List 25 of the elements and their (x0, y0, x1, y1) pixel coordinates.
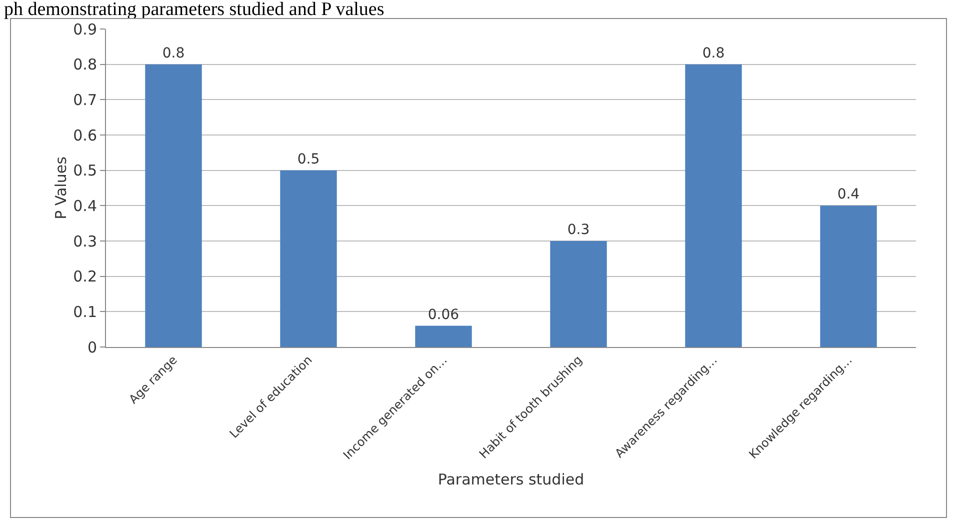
bar (820, 206, 877, 347)
y-tick-label: 0.3 (73, 232, 97, 250)
data-label: 0.3 (567, 222, 590, 238)
bar (415, 326, 472, 347)
y-tick-label: 0 (87, 338, 97, 356)
y-tick-label: 0.6 (73, 126, 97, 144)
y-tick-label: 0.5 (73, 162, 97, 180)
data-label: 0.8 (702, 45, 725, 62)
y-tick-label: 0.2 (73, 268, 97, 286)
data-label: 0.06 (428, 306, 460, 323)
data-label: 0.5 (297, 151, 320, 168)
data-label: 0.4 (837, 186, 860, 203)
bar (145, 64, 202, 347)
data-label: 0.8 (162, 45, 185, 62)
y-tick-label: 0.7 (73, 90, 97, 109)
y-tick-label: 0.8 (73, 56, 97, 74)
x-axis-title: Parameters studied (438, 470, 584, 488)
y-tick-label: 0.9 (73, 20, 97, 38)
bar (685, 64, 742, 347)
bar (280, 170, 337, 347)
y-axis-title: P Values (52, 156, 70, 220)
y-tick-label: 0.1 (73, 302, 97, 321)
y-tick-label: 0.4 (73, 196, 97, 215)
text: ph demonstrating parameters studied and P values (4, 0, 384, 20)
bar (550, 241, 607, 347)
